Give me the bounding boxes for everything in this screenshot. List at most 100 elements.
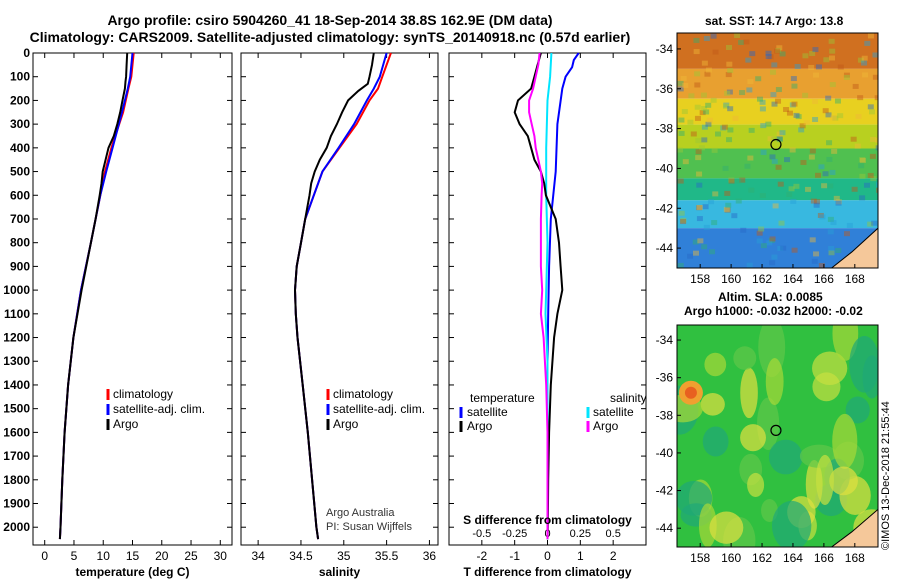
- sst-texture: [727, 127, 734, 133]
- sst-texture: [734, 33, 741, 39]
- difference-tick-label: -2: [476, 549, 487, 563]
- sst-texture: [693, 37, 700, 43]
- sst-texture: [872, 52, 878, 58]
- salinity-tick-label: 36: [423, 549, 437, 563]
- sst-texture: [760, 149, 767, 155]
- sst-texture: [700, 92, 707, 98]
- sst-texture: [791, 83, 798, 89]
- sst-texture: [746, 262, 753, 268]
- sst-lon-tick-label: 166: [814, 272, 834, 286]
- temperature-tick-label: 5: [71, 549, 78, 563]
- sst-texture: [759, 193, 766, 199]
- salinity-tick-label: 35.5: [375, 549, 399, 563]
- sst-texture: [858, 163, 865, 169]
- sst-texture: [760, 123, 767, 129]
- sst-texture: [696, 216, 703, 222]
- sst-lon-tick-label: 164: [783, 272, 803, 286]
- sst-band: [677, 178, 878, 201]
- sst-texture: [775, 87, 782, 93]
- sst-texture: [870, 136, 877, 142]
- sst-texture: [780, 245, 787, 251]
- sst-texture: [765, 54, 772, 60]
- watermark-line2: PI: Susan Wijffels: [326, 521, 412, 533]
- sla-map-frame: [676, 324, 879, 548]
- sst-texture: [791, 247, 798, 253]
- sst-texture: [815, 64, 822, 70]
- sst-lat-tick-label: -44: [656, 241, 674, 255]
- sst-texture: [857, 57, 864, 63]
- sst-texture: [835, 200, 842, 206]
- salinity-diff-tick-label: -0.25: [502, 528, 527, 540]
- sst-lon-tick-label: 168: [845, 272, 865, 286]
- sst-texture: [854, 143, 861, 149]
- sla-lon-tick-label: 164: [783, 551, 803, 565]
- sst-texture: [823, 57, 830, 63]
- depth-tick-label: 1400: [3, 378, 30, 392]
- sst-texture: [818, 263, 825, 268]
- sst-texture: [831, 148, 838, 154]
- sst-texture: [802, 92, 809, 98]
- depth-tick-label: 1000: [3, 283, 30, 297]
- sst-texture: [723, 102, 730, 108]
- sst-texture: [705, 102, 712, 108]
- sst-texture: [696, 205, 703, 211]
- sst-texture: [710, 33, 717, 39]
- sst-texture: [837, 113, 844, 119]
- sst-texture: [826, 140, 833, 146]
- sst-texture: [826, 156, 833, 162]
- chart-title-line1: Argo profile: csiro 5904260_41 18-Sep-20…: [107, 12, 553, 28]
- sst-texture: [811, 258, 818, 264]
- sla-blob: [832, 413, 858, 469]
- diff-legend-right-title: salinity: [610, 391, 647, 405]
- sla-lon-tick-label: 168: [845, 551, 865, 565]
- sst-lat-tick-label: -34: [656, 42, 674, 56]
- sst-texture: [819, 214, 826, 220]
- temperature-tick-label: 10: [97, 549, 111, 563]
- sst-texture: [855, 113, 862, 119]
- sst-texture: [678, 130, 685, 136]
- sst-texture: [828, 38, 835, 44]
- sst-texture: [783, 106, 790, 112]
- sst-texture: [775, 98, 782, 104]
- sla-blob: [812, 372, 841, 402]
- sst-texture: [757, 96, 764, 102]
- sst-texture: [809, 50, 816, 56]
- sst-texture: [814, 199, 821, 205]
- sst-texture: [863, 182, 870, 188]
- sst-band: [677, 98, 878, 125]
- sst-texture: [859, 157, 866, 163]
- sst-texture: [711, 220, 718, 226]
- sst-texture: [770, 69, 777, 75]
- sst-texture: [867, 33, 874, 39]
- sst-texture: [809, 237, 816, 243]
- sst-texture: [694, 71, 701, 77]
- sst-texture: [789, 147, 796, 153]
- diff-legend-left-title: temperature: [470, 391, 535, 405]
- depth-tick-label: 300: [10, 117, 30, 131]
- sst-texture: [703, 224, 710, 230]
- sst-texture: [766, 240, 773, 246]
- sst-texture: [693, 250, 700, 256]
- depth-tick-label: 1700: [3, 449, 30, 463]
- depth-tick-label: 1900: [3, 497, 30, 511]
- sst-texture: [795, 114, 802, 120]
- sst-texture: [760, 243, 767, 249]
- sst-texture: [793, 183, 800, 189]
- sst-texture: [821, 183, 828, 189]
- sst-texture: [857, 95, 864, 101]
- diff-legend-left-item: Argo: [467, 419, 493, 433]
- sst-texture: [786, 191, 793, 197]
- sla-blob: [700, 392, 725, 416]
- sst-texture: [695, 138, 702, 144]
- sst-texture: [711, 147, 718, 153]
- sla-blob: [845, 396, 870, 424]
- sst-texture: [748, 127, 755, 133]
- salinity-plot-area: [240, 52, 439, 546]
- sla-blob: [816, 454, 834, 505]
- sst-texture: [701, 244, 708, 250]
- depth-tick-label: 1800: [3, 473, 30, 487]
- sst-texture: [706, 117, 713, 123]
- sst-texture: [755, 76, 762, 82]
- sst-texture: [712, 49, 719, 55]
